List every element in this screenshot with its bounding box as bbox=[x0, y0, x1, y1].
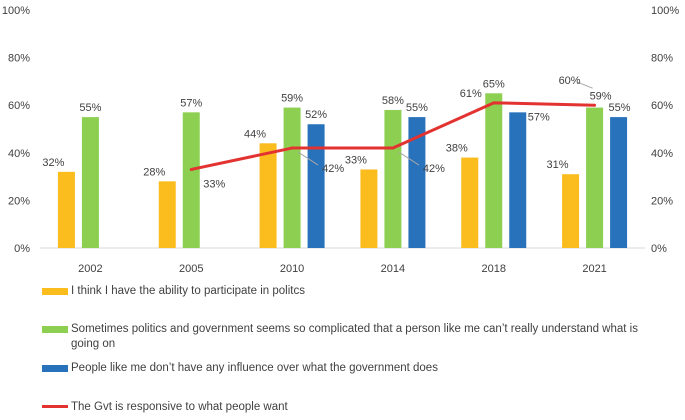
bar-data-label: 59% bbox=[590, 91, 612, 103]
line-point bbox=[492, 101, 496, 105]
bar bbox=[307, 124, 325, 248]
x-tick-label: 2010 bbox=[280, 263, 304, 275]
bar-data-label: 52% bbox=[305, 109, 327, 121]
legend-item-no-influence: People like me don’t have any influence … bbox=[42, 361, 662, 376]
legend-label-no-influence: People like me don’t have any influence … bbox=[71, 362, 438, 374]
y-tick-label-right: 80% bbox=[651, 53, 673, 65]
bar bbox=[283, 107, 301, 248]
bar bbox=[461, 157, 479, 248]
bar bbox=[562, 174, 580, 248]
bar-data-label: 65% bbox=[483, 78, 505, 90]
line-data-label: 33% bbox=[203, 178, 225, 190]
y-tick-label-left: 40% bbox=[8, 148, 30, 160]
bar-data-label: 55% bbox=[79, 102, 101, 114]
line-point bbox=[593, 103, 597, 107]
leader-line bbox=[577, 81, 593, 89]
bar bbox=[360, 169, 378, 248]
legend-label-ability: I think I have the ability to participat… bbox=[71, 285, 305, 297]
x-tick-label: 2005 bbox=[179, 263, 203, 275]
bar-data-label: 57% bbox=[180, 97, 202, 109]
bar bbox=[509, 112, 527, 248]
bar bbox=[81, 117, 99, 248]
y-tick-label-left: 80% bbox=[8, 53, 30, 65]
line-point bbox=[290, 146, 294, 150]
bar bbox=[57, 171, 75, 248]
legend-line-responsive bbox=[42, 405, 68, 408]
bar bbox=[158, 181, 176, 248]
y-tick-label-right: 40% bbox=[651, 148, 673, 160]
x-tick-label: 2021 bbox=[582, 263, 606, 275]
bar-data-label: 55% bbox=[609, 102, 631, 114]
bar-data-label: 55% bbox=[406, 102, 428, 114]
bar-data-label: 33% bbox=[345, 154, 367, 166]
legend-item-responsive: The Gvt is responsive to what people wan… bbox=[42, 400, 662, 415]
bar bbox=[408, 117, 426, 248]
bar bbox=[610, 117, 628, 248]
y-tick-label-left: 60% bbox=[8, 100, 30, 112]
x-tick-label: 2014 bbox=[381, 263, 405, 275]
y-tick-label-right: 60% bbox=[651, 100, 673, 112]
bar-data-label: 31% bbox=[547, 159, 569, 171]
bar bbox=[485, 93, 503, 248]
line-data-label: 61% bbox=[460, 88, 482, 100]
bar bbox=[586, 107, 604, 248]
bar bbox=[182, 112, 200, 248]
x-tick-label: 2018 bbox=[482, 263, 506, 275]
line-data-label: 60% bbox=[559, 75, 581, 87]
bar-data-label: 58% bbox=[382, 95, 404, 107]
legend-label-complicated: Sometimes politics and government seems … bbox=[71, 323, 638, 350]
x-tick-label: 2002 bbox=[78, 263, 102, 275]
y-tick-label-right: 100% bbox=[651, 5, 679, 17]
bar bbox=[259, 143, 277, 248]
legend-item-complicated: Sometimes politics and government seems … bbox=[42, 322, 662, 352]
y-tick-label-left: 100% bbox=[2, 5, 30, 17]
y-tick-label-right: 20% bbox=[651, 195, 673, 207]
bar-data-label: 59% bbox=[281, 93, 303, 105]
legend-swatch-ability bbox=[42, 288, 68, 295]
bar-data-label: 28% bbox=[143, 166, 165, 178]
line-point bbox=[391, 146, 395, 150]
bar-data-label: 44% bbox=[244, 128, 266, 140]
legend-item-ability: I think I have the ability to participat… bbox=[42, 284, 662, 299]
bar bbox=[384, 109, 402, 249]
legend-swatch-no-influence bbox=[42, 365, 68, 372]
y-tick-label-right: 0% bbox=[651, 243, 667, 255]
bar-data-label: 32% bbox=[42, 157, 64, 169]
legend-swatch-complicated bbox=[42, 326, 68, 333]
line-data-label: 42% bbox=[423, 163, 445, 175]
legend-label-responsive: The Gvt is responsive to what people wan… bbox=[71, 401, 288, 413]
leader-line bbox=[398, 151, 420, 166]
line-data-label: 42% bbox=[322, 163, 344, 175]
y-tick-label-left: 20% bbox=[8, 195, 30, 207]
y-tick-label-left: 0% bbox=[14, 243, 30, 255]
bar-data-label: 38% bbox=[446, 143, 468, 155]
line-point bbox=[189, 167, 193, 171]
bar-data-label: 57% bbox=[528, 111, 550, 123]
leader-line bbox=[297, 151, 319, 166]
